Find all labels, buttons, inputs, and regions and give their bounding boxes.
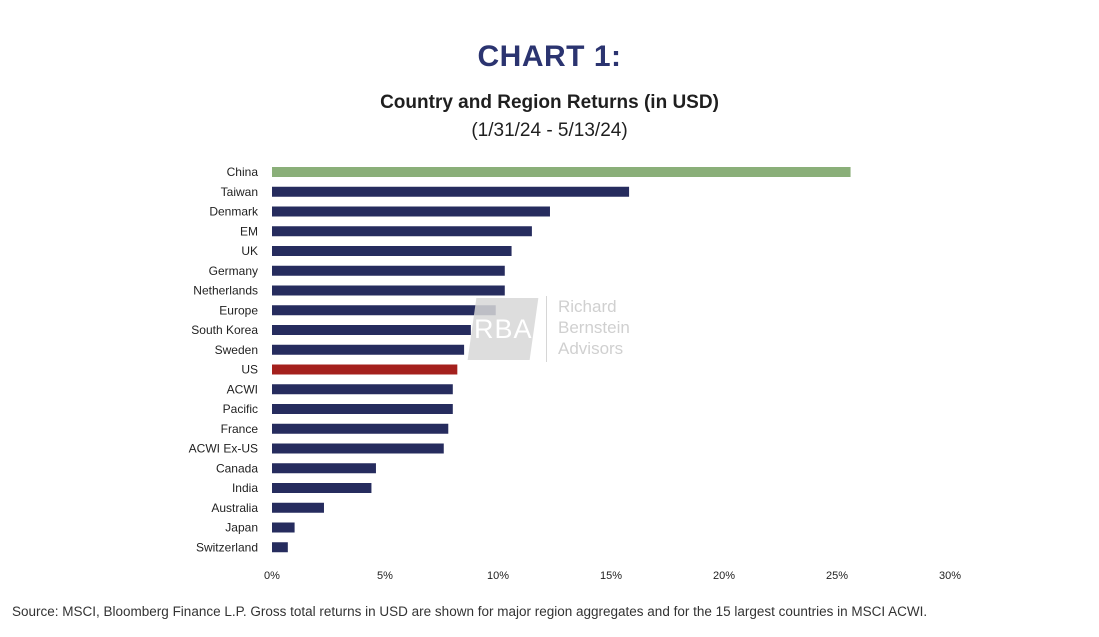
- category-label: ACWI: [227, 382, 258, 396]
- category-label: Europe: [219, 303, 258, 317]
- category-label: France: [221, 422, 259, 436]
- category-label: Canada: [216, 461, 258, 475]
- category-label: Germany: [209, 264, 258, 278]
- chart-period: (1/31/24 - 5/13/24): [471, 120, 628, 141]
- x-tick-label: 30%: [939, 570, 961, 582]
- chart-subtitle: Country and Region Returns (in USD): [380, 92, 719, 113]
- bar-acwi: [272, 384, 453, 395]
- category-label: ACWI Ex-US: [189, 442, 258, 456]
- x-tick-label: 10%: [487, 570, 509, 582]
- bar-denmark: [272, 206, 550, 217]
- bar-em: [272, 226, 532, 237]
- bar-taiwan: [272, 186, 630, 197]
- source-note: Source: MSCI, Bloomberg Finance L.P. Gro…: [12, 604, 928, 619]
- x-tick-label: 25%: [826, 570, 848, 582]
- category-label: Australia: [211, 501, 258, 515]
- category-label: South Korea: [191, 323, 258, 337]
- bar-switzerland: [272, 542, 288, 553]
- x-tick-label: 15%: [600, 570, 622, 582]
- category-label: India: [232, 481, 258, 495]
- category-label: China: [227, 165, 259, 179]
- category-label: EM: [240, 224, 258, 238]
- bar-canada: [272, 463, 376, 474]
- watermark-line-3: Advisors: [558, 339, 624, 358]
- category-label: Netherlands: [193, 284, 258, 298]
- bar-europe: [272, 305, 496, 316]
- watermark-divider: [546, 296, 547, 362]
- x-tick-label: 20%: [713, 570, 735, 582]
- watermark-letters: RBA: [474, 314, 533, 344]
- watermark-line-2: Bernstein: [558, 318, 630, 337]
- bar-netherlands: [272, 285, 505, 296]
- category-label: Taiwan: [221, 185, 258, 199]
- bar-south-korea: [272, 325, 471, 335]
- category-label: US: [241, 363, 258, 377]
- category-label: Sweden: [215, 343, 258, 357]
- bar-australia: [272, 502, 324, 513]
- bar-sweden: [272, 344, 465, 355]
- bar-china: [272, 167, 851, 177]
- bar-chart: China Taiwan Denmark EM UK Germany Netherlands…: [189, 165, 962, 582]
- x-tick-label: 0%: [264, 570, 280, 582]
- category-label: Japan: [225, 521, 258, 535]
- bar-india: [272, 483, 372, 493]
- category-label: Switzerland: [196, 540, 258, 554]
- bar-uk: [272, 246, 512, 256]
- category-label: Denmark: [209, 205, 259, 219]
- chart-title: CHART 1:: [477, 40, 622, 73]
- bar-us: [272, 364, 458, 375]
- watermark-line-1: Richard: [558, 297, 617, 316]
- bar-france: [272, 423, 449, 434]
- bar-pacific: [272, 404, 453, 414]
- category-label: Pacific: [223, 402, 258, 416]
- category-label: UK: [241, 244, 258, 258]
- bar-germany: [272, 265, 505, 276]
- bar-japan: [272, 522, 295, 533]
- x-tick-label: 5%: [377, 570, 393, 582]
- bar-acwi-ex-us: [272, 443, 444, 454]
- rba-watermark-logo: RBA Richard Bernstein Advisors: [467, 296, 652, 362]
